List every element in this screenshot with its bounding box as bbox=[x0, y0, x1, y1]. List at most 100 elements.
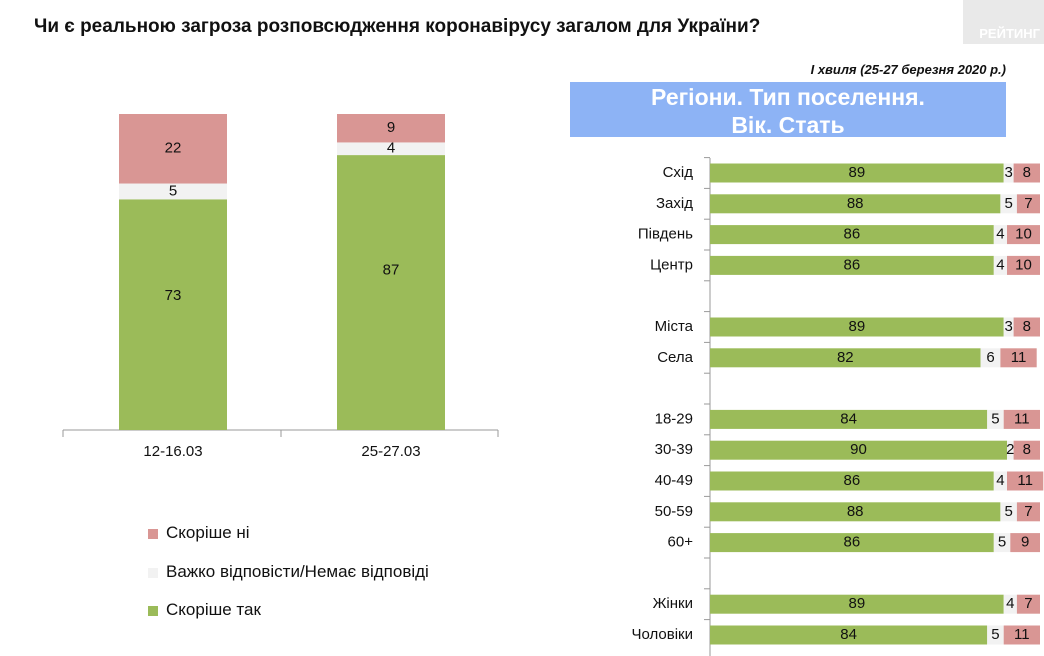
banner-line-1: Регіони. Тип поселення. bbox=[651, 84, 925, 110]
category-label-15: Чоловіки bbox=[631, 626, 693, 643]
hbar-label-yes-11: 88 bbox=[847, 503, 864, 520]
bar-no-1 bbox=[337, 114, 445, 143]
category-label-12: 60+ bbox=[668, 534, 694, 551]
hbar-label-no-14: 7 bbox=[1024, 595, 1032, 612]
hbar-label-hard-1: 5 bbox=[1004, 195, 1012, 212]
bar-yes-1 bbox=[337, 155, 445, 430]
legend-label-yes: Скоріше так bbox=[166, 600, 261, 619]
hbar-hard-14 bbox=[1003, 594, 1017, 614]
hbar-yes-10 bbox=[710, 471, 994, 491]
hbar-label-hard-12: 5 bbox=[998, 534, 1006, 551]
hbar-label-hard-15: 5 bbox=[991, 626, 999, 643]
category-label-14: Жінки bbox=[653, 595, 693, 612]
hbar-label-hard-2: 4 bbox=[996, 226, 1004, 243]
category-label-8: 18-29 bbox=[655, 410, 693, 427]
hbar-label-hard-0: 3 bbox=[1004, 164, 1012, 181]
bar-hard-0 bbox=[119, 183, 227, 200]
hbar-label-hard-10: 4 bbox=[996, 472, 1004, 489]
hbar-label-hard-14: 4 bbox=[1006, 595, 1014, 612]
data-label-no-0: 22 bbox=[165, 140, 182, 157]
legend-swatch-no bbox=[148, 528, 158, 539]
hbar-hard-2 bbox=[993, 225, 1007, 245]
hbar-yes-0 bbox=[710, 163, 1004, 183]
brand-logo: РЕЙТИНГ bbox=[963, 0, 1044, 44]
hbar-label-no-2: 10 bbox=[1015, 226, 1032, 243]
legend-item-hard: Важко відповісти/Немає відповіді bbox=[148, 562, 429, 582]
legend-swatch-yes bbox=[148, 605, 158, 616]
hbar-hard-5 bbox=[1003, 317, 1014, 337]
hbar-yes-9 bbox=[710, 440, 1007, 460]
hbar-hard-12 bbox=[993, 533, 1011, 553]
brand-label: РЕЙТИНГ bbox=[979, 26, 1040, 41]
hbar-label-yes-0: 89 bbox=[849, 164, 866, 181]
hbar-yes-15 bbox=[710, 625, 988, 645]
hbar-yes-2 bbox=[710, 225, 994, 245]
bar-no-0 bbox=[119, 114, 227, 184]
hbar-label-yes-2: 86 bbox=[844, 226, 861, 243]
category-label-3: Центр bbox=[650, 256, 693, 273]
hbar-label-yes-3: 86 bbox=[844, 256, 861, 273]
hbar-label-yes-9: 90 bbox=[850, 441, 867, 458]
hbar-hard-15 bbox=[987, 625, 1004, 645]
hbar-label-hard-11: 5 bbox=[1004, 503, 1012, 520]
hbar-label-yes-5: 89 bbox=[849, 318, 866, 335]
hbar-label-no-8: 11 bbox=[1014, 410, 1030, 427]
hbar-hard-0 bbox=[1003, 163, 1014, 183]
data-label-yes-1: 87 bbox=[383, 262, 400, 279]
hbar-label-hard-3: 4 bbox=[996, 256, 1004, 273]
hbar-yes-5 bbox=[710, 317, 1004, 337]
hbar-no-2 bbox=[1007, 225, 1040, 245]
chart-title: Чи є реальною загроза розповсюдження кор… bbox=[34, 16, 761, 37]
hbar-no-1 bbox=[1016, 194, 1040, 214]
hbar-label-yes-14: 89 bbox=[849, 595, 866, 612]
banner-line-2: Вік. Стать bbox=[731, 112, 845, 138]
data-label-hard-0: 5 bbox=[169, 182, 177, 199]
bar-yes-0 bbox=[119, 199, 227, 430]
data-label-yes-0: 73 bbox=[165, 287, 182, 304]
hbar-no-5 bbox=[1013, 317, 1040, 337]
hbar-hard-8 bbox=[987, 409, 1004, 429]
category-label-1: Захід bbox=[656, 195, 693, 212]
hbar-label-no-9: 8 bbox=[1023, 441, 1031, 458]
hbar-yes-8 bbox=[710, 409, 988, 429]
hbar-label-yes-10: 86 bbox=[844, 472, 861, 489]
legend-label-hard: Важко відповісти/Немає відповіді bbox=[166, 562, 429, 581]
hbar-no-14 bbox=[1016, 594, 1040, 614]
hbar-hard-9 bbox=[1007, 440, 1014, 460]
category-label-11: 50-59 bbox=[655, 503, 693, 520]
hbar-no-15 bbox=[1003, 625, 1040, 645]
category-label-0: Схід bbox=[663, 164, 694, 181]
category-label-2: Південь bbox=[638, 226, 693, 243]
hbar-label-no-12: 9 bbox=[1021, 534, 1029, 551]
hbar-no-10 bbox=[1007, 471, 1044, 491]
hbar-label-yes-6: 82 bbox=[837, 349, 854, 366]
hbar-hard-6 bbox=[980, 348, 1001, 368]
hbar-no-8 bbox=[1003, 409, 1040, 429]
section-banner: Регіони. Тип поселення. Вік. Стать bbox=[570, 82, 1006, 138]
hbar-label-no-5: 8 bbox=[1023, 318, 1031, 335]
hbar-hard-11 bbox=[1000, 502, 1017, 522]
legend-swatch-hard bbox=[148, 567, 158, 578]
category-label-6: Села bbox=[657, 349, 693, 366]
hbar-yes-1 bbox=[710, 194, 1001, 214]
hbar-no-12 bbox=[1010, 533, 1040, 553]
category-label-10: 40-49 bbox=[655, 472, 693, 489]
hbar-yes-11 bbox=[710, 502, 1001, 522]
hbar-no-9 bbox=[1013, 440, 1040, 460]
hbar-label-no-3: 10 bbox=[1015, 256, 1032, 273]
hbar-label-hard-9: 2 bbox=[1006, 441, 1014, 458]
hbar-label-no-15: 11 bbox=[1014, 626, 1030, 643]
x-tick-label-1: 25-27.03 bbox=[361, 443, 420, 460]
hbar-no-0 bbox=[1013, 163, 1040, 183]
hbar-label-hard-5: 3 bbox=[1004, 318, 1012, 335]
wave-note: І хвиля (25-27 березня 2020 р.) bbox=[810, 62, 1006, 77]
hbar-yes-3 bbox=[710, 255, 994, 275]
legend-item-yes: Скоріше так bbox=[148, 600, 261, 620]
hbar-label-no-6: 11 bbox=[1011, 349, 1027, 366]
hbar-label-no-1: 7 bbox=[1024, 195, 1032, 212]
category-label-9: 30-39 bbox=[655, 441, 693, 458]
hbar-label-yes-15: 84 bbox=[840, 626, 857, 643]
hbar-hard-10 bbox=[993, 471, 1007, 491]
hbar-yes-14 bbox=[710, 594, 1004, 614]
